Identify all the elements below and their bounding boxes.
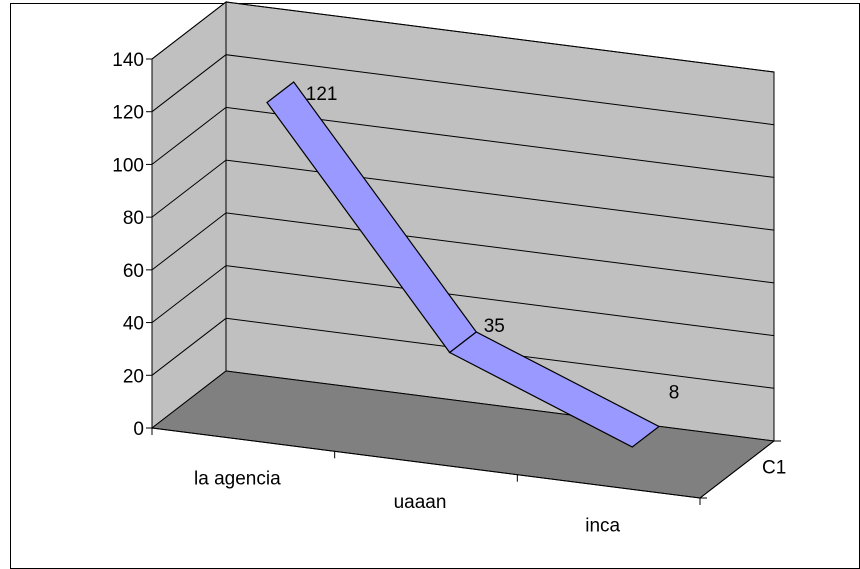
series-axis-label: C1 <box>762 458 786 479</box>
x-category-label: la agencia <box>194 469 281 490</box>
data-label: 35 <box>484 316 505 337</box>
gridline <box>151 317 775 389</box>
data-label: 121 <box>306 84 338 105</box>
x-category-label: inca <box>585 515 620 536</box>
axes <box>151 59 775 499</box>
data-label: 8 <box>669 382 680 403</box>
gridline <box>151 54 775 126</box>
x-axis-line <box>151 427 701 499</box>
y-tick-label: 120 <box>112 103 144 124</box>
y-tick-label: 80 <box>123 208 144 229</box>
gridline <box>151 1 775 73</box>
gridline <box>151 106 775 178</box>
gridline <box>151 212 775 284</box>
y-tick-label: 0 <box>133 419 144 440</box>
gridlines <box>151 1 775 389</box>
data-labels: 121 35 8 <box>306 84 679 404</box>
chart-walls <box>150 0 776 499</box>
y-axis-ticks: 0 20 40 60 80 100 120 140 <box>112 50 152 440</box>
depth-axis-line <box>699 440 775 499</box>
y-tick-label: 100 <box>112 155 144 176</box>
side-wall <box>151 0 227 430</box>
x-axis-ticks: la agencia uaaan inca C1 <box>151 428 786 536</box>
y-tick-label: 140 <box>112 50 144 71</box>
y-tick-label: 60 <box>123 261 144 282</box>
ribbon-segment <box>448 331 661 448</box>
y-tick-label: 20 <box>123 366 144 387</box>
y-tick-label: 40 <box>123 314 144 335</box>
gridline <box>151 265 775 337</box>
x-category-label: uaaan <box>394 492 447 513</box>
gridline <box>151 159 775 231</box>
series-ribbon <box>266 81 661 448</box>
